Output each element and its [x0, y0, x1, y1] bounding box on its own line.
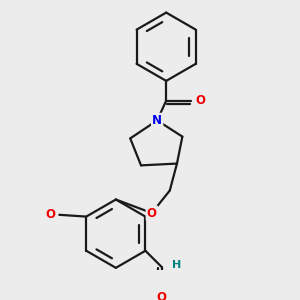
Text: O: O	[147, 206, 157, 220]
Text: O: O	[195, 94, 205, 107]
Text: N: N	[152, 114, 162, 127]
Text: H: H	[172, 260, 182, 270]
Text: O: O	[157, 291, 166, 300]
Text: O: O	[45, 208, 55, 221]
